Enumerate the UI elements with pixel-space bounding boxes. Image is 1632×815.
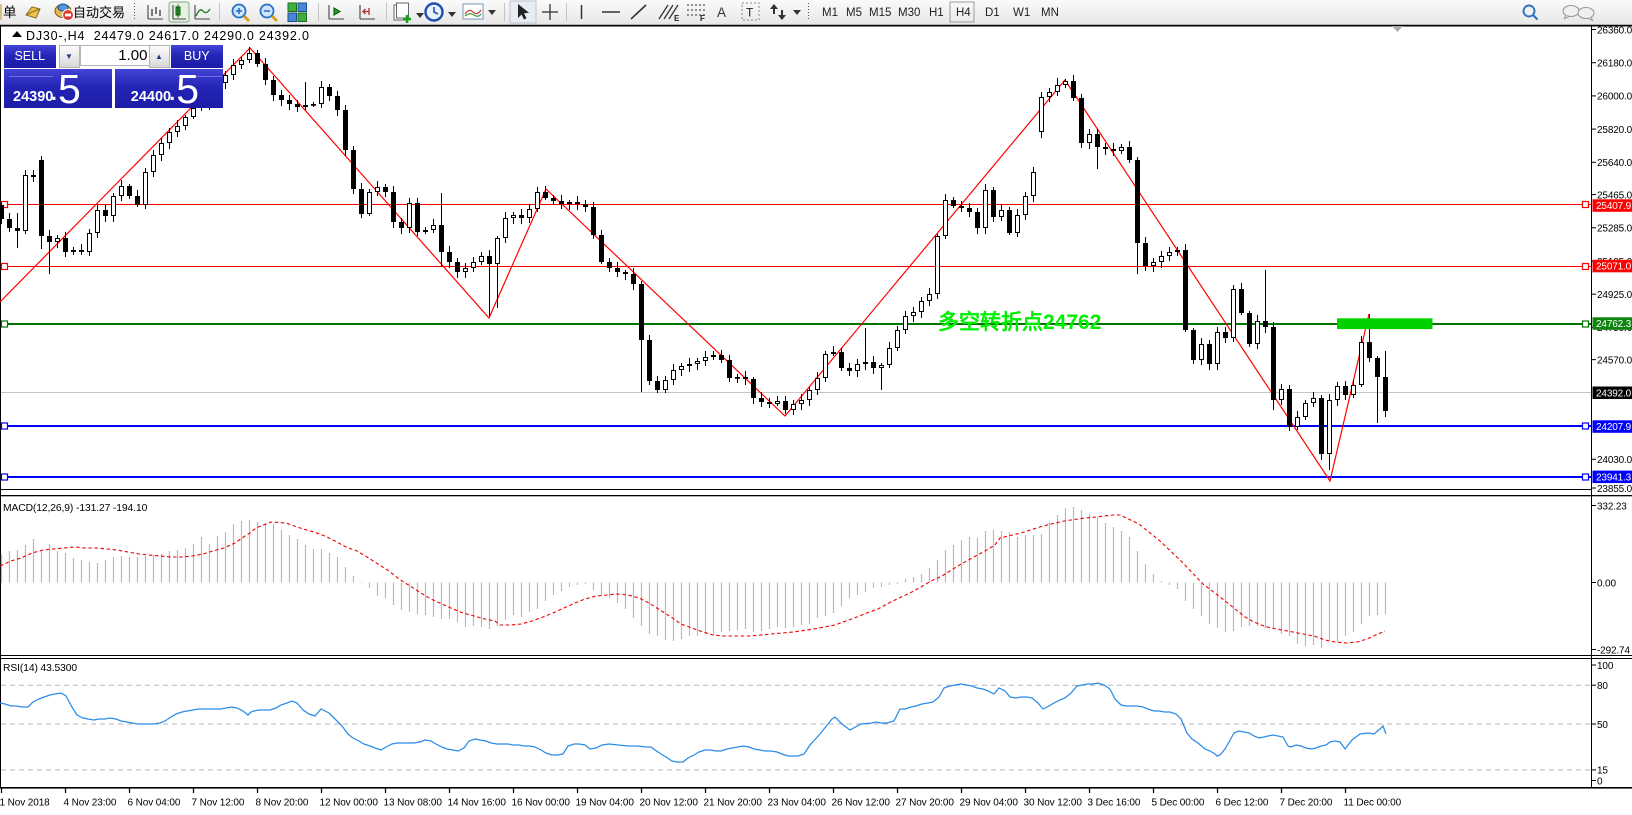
- svg-text:25285.0: 25285.0: [1597, 224, 1632, 235]
- svg-text:8 Nov 20:00: 8 Nov 20:00: [256, 798, 309, 809]
- svg-text:H1: H1: [929, 7, 944, 19]
- svg-text:0: 0: [1597, 776, 1603, 787]
- svg-text:M1: M1: [822, 7, 838, 19]
- svg-text:20 Nov 12:00: 20 Nov 12:00: [640, 798, 699, 809]
- svg-text:26180.0: 26180.0: [1597, 58, 1632, 69]
- svg-text:30 Nov 12:00: 30 Nov 12:00: [1024, 798, 1083, 809]
- svg-text:21 Nov 20:00: 21 Nov 20:00: [704, 798, 763, 809]
- svg-text:26 Nov 12:00: 26 Nov 12:00: [832, 798, 891, 809]
- svg-text:16 Nov 00:00: 16 Nov 00:00: [512, 798, 571, 809]
- svg-text:MACD(12,26,9) -131.27 -194.10: MACD(12,26,9) -131.27 -194.10: [3, 503, 148, 514]
- svg-text:3 Dec 16:00: 3 Dec 16:00: [1088, 798, 1141, 809]
- svg-text:13 Nov 08:00: 13 Nov 08:00: [384, 798, 443, 809]
- svg-text:自动交易: 自动交易: [73, 5, 125, 20]
- svg-text:80: 80: [1597, 681, 1608, 692]
- svg-text:29 Nov 04:00: 29 Nov 04:00: [960, 798, 1019, 809]
- svg-text:19 Nov 04:00: 19 Nov 04:00: [576, 798, 635, 809]
- svg-text:24030.0: 24030.0: [1597, 455, 1632, 466]
- svg-text:15: 15: [1597, 766, 1608, 777]
- svg-text:23 Nov 04:00: 23 Nov 04:00: [768, 798, 827, 809]
- svg-text:24925.0: 24925.0: [1597, 290, 1632, 301]
- svg-text:M30: M30: [898, 7, 920, 19]
- svg-text:M15: M15: [869, 7, 891, 19]
- svg-text:RSI(14) 43.5300: RSI(14) 43.5300: [3, 663, 77, 674]
- svg-text:14 Nov 16:00: 14 Nov 16:00: [448, 798, 507, 809]
- svg-text:25407.9: 25407.9: [1596, 201, 1632, 212]
- svg-text:23941.3: 23941.3: [1596, 472, 1632, 483]
- svg-text:T: T: [746, 6, 754, 20]
- svg-text:4 Nov 23:00: 4 Nov 23:00: [64, 798, 117, 809]
- svg-text:E: E: [674, 14, 680, 23]
- svg-text:H4: H4: [956, 7, 971, 19]
- svg-text:多空转折点24762: 多空转折点24762: [938, 310, 1101, 334]
- svg-text:50: 50: [1597, 720, 1608, 731]
- svg-text:A: A: [717, 5, 726, 20]
- svg-text:1 Nov 2018: 1 Nov 2018: [0, 798, 50, 809]
- svg-text:6 Nov 04:00: 6 Nov 04:00: [128, 798, 181, 809]
- svg-text:25640.0: 25640.0: [1597, 158, 1632, 169]
- svg-text:6 Dec 12:00: 6 Dec 12:00: [1216, 798, 1269, 809]
- svg-text:24570.0: 24570.0: [1597, 355, 1632, 366]
- svg-text:W1: W1: [1013, 7, 1030, 19]
- svg-text:M5: M5: [846, 7, 862, 19]
- svg-text:5 Dec 00:00: 5 Dec 00:00: [1152, 798, 1205, 809]
- svg-text:0.00: 0.00: [1597, 578, 1616, 589]
- svg-text:24762.3: 24762.3: [1596, 319, 1632, 330]
- svg-text:单: 单: [3, 5, 17, 20]
- svg-text:24207.9: 24207.9: [1596, 422, 1632, 433]
- svg-text:F: F: [700, 14, 705, 23]
- svg-text:7 Nov 12:00: 7 Nov 12:00: [192, 798, 245, 809]
- svg-text:7 Dec 20:00: 7 Dec 20:00: [1280, 798, 1333, 809]
- svg-text:-292.74: -292.74: [1597, 645, 1630, 656]
- svg-text:MN: MN: [1041, 7, 1059, 19]
- svg-text:12 Nov 00:00: 12 Nov 00:00: [320, 798, 379, 809]
- svg-text:DJ30-,H4 24479.0 24617.0 2429: DJ30-,H4 24479.0 24617.0 24290.0 24392.0: [26, 29, 310, 43]
- svg-text:26000.0: 26000.0: [1597, 92, 1632, 103]
- svg-text:23855.0: 23855.0: [1597, 484, 1632, 495]
- svg-text:26360.0: 26360.0: [1597, 25, 1632, 36]
- svg-text:25820.0: 25820.0: [1597, 125, 1632, 136]
- svg-text:27 Nov 20:00: 27 Nov 20:00: [896, 798, 955, 809]
- svg-text:24392.0: 24392.0: [1596, 388, 1632, 399]
- svg-text:100: 100: [1597, 661, 1614, 672]
- svg-text:332.23: 332.23: [1597, 501, 1627, 512]
- svg-text:11 Dec 00:00: 11 Dec 00:00: [1344, 798, 1402, 809]
- svg-text:25071.0: 25071.0: [1596, 262, 1632, 273]
- svg-text:D1: D1: [985, 7, 1000, 19]
